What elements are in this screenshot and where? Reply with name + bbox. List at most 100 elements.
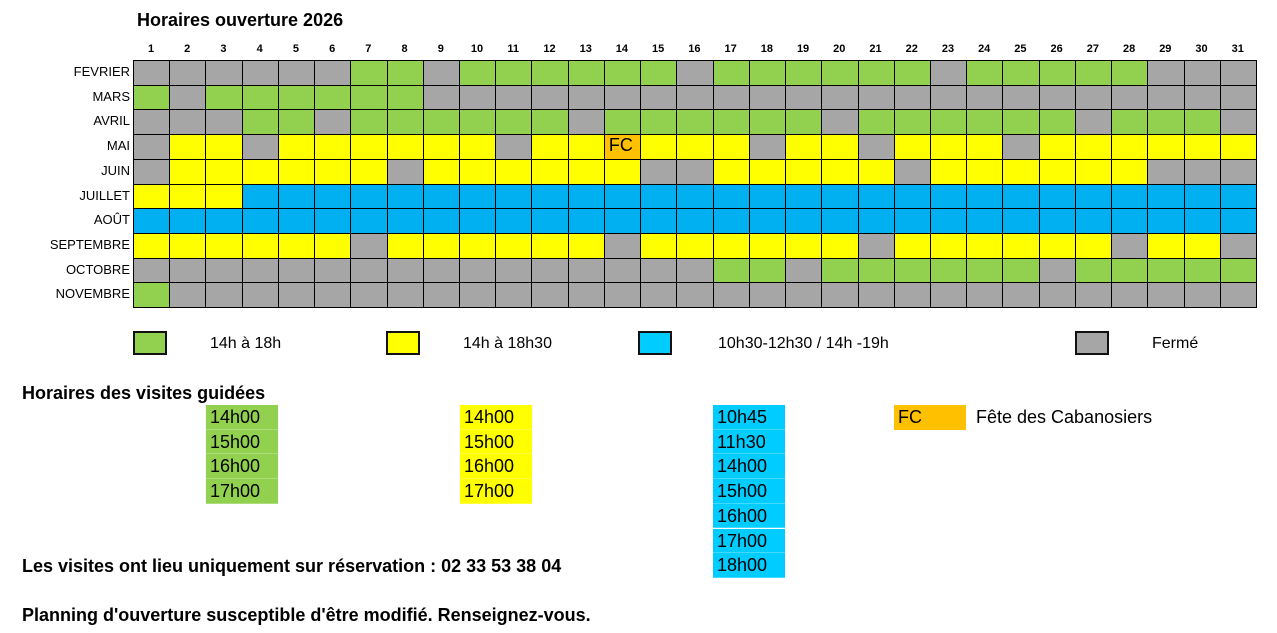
day-cell	[748, 134, 787, 161]
day-cell	[205, 257, 244, 284]
day-cell	[1038, 134, 1077, 161]
day-cell	[1038, 232, 1077, 260]
day-cell	[314, 84, 352, 111]
day-cell	[495, 134, 533, 161]
fc-legend-swatch: FC	[894, 405, 966, 430]
day-cell	[1219, 158, 1258, 185]
day-cell	[495, 60, 533, 87]
day-cell	[966, 282, 1004, 309]
day-cell	[567, 158, 606, 185]
day-cell	[495, 282, 533, 309]
day-cell	[712, 232, 751, 260]
day-cell	[1219, 208, 1258, 235]
day-cell	[133, 183, 171, 210]
day-cell	[386, 158, 425, 185]
day-cell	[422, 257, 461, 284]
day-cell	[785, 60, 823, 87]
month-label: OCTOBRE	[65, 261, 130, 277]
day-cell	[1183, 183, 1222, 210]
visit-time-yellow: 15h00	[460, 429, 532, 455]
day-cell	[603, 257, 642, 284]
day-cell	[277, 109, 316, 136]
planning-notice: Planning d'ouverture susceptible d'être …	[22, 605, 591, 625]
day-cell	[1002, 134, 1041, 161]
day-cell	[1111, 158, 1149, 185]
day-cell	[169, 257, 207, 284]
day-cell	[314, 232, 352, 260]
visit-time-blue: 17h00	[713, 528, 785, 554]
day-cell	[459, 257, 497, 284]
day-number: 8	[401, 43, 408, 55]
day-cell	[640, 282, 678, 309]
day-cell	[712, 134, 751, 161]
legend-swatch-green	[133, 331, 167, 355]
day-cell	[857, 282, 896, 309]
day-cell	[966, 134, 1004, 161]
day-cell	[1147, 208, 1186, 235]
day-cell	[567, 134, 606, 161]
day-number: 10	[470, 43, 484, 55]
day-cell	[1147, 60, 1186, 87]
visit-time-green: 16h00	[206, 454, 278, 479]
day-cell	[314, 257, 352, 284]
day-cell	[857, 109, 896, 136]
day-cell	[1074, 60, 1113, 87]
day-cell	[350, 208, 389, 235]
day-cell	[857, 208, 896, 235]
day-cell	[422, 84, 461, 111]
day-cell	[676, 158, 715, 185]
day-cell	[712, 109, 751, 136]
day-cell	[277, 183, 316, 210]
month-label: AVRIL	[93, 113, 130, 129]
day-cell	[422, 282, 461, 309]
day-cell	[929, 282, 968, 309]
day-cell	[133, 232, 171, 260]
day-cell	[422, 208, 461, 235]
day-cell	[857, 60, 896, 87]
day-cell	[314, 208, 352, 235]
day-cell	[1111, 109, 1149, 136]
day-cell	[603, 282, 642, 309]
day-number: 29	[1159, 43, 1172, 55]
day-cell	[1111, 208, 1149, 235]
day-cell	[893, 257, 932, 284]
visit-time-green: 14h00	[206, 405, 278, 430]
day-cell	[1111, 257, 1149, 284]
day-cell	[169, 60, 207, 87]
day-cell	[1111, 282, 1149, 309]
day-cell	[1183, 282, 1222, 309]
day-cell	[169, 84, 207, 111]
day-cell	[1038, 282, 1077, 309]
day-cell	[386, 183, 425, 210]
day-cell	[893, 60, 932, 87]
day-cell	[205, 232, 244, 260]
day-cell	[1074, 282, 1113, 309]
day-cell	[748, 208, 787, 235]
day-cell	[966, 183, 1004, 210]
day-cell	[567, 183, 606, 210]
day-cell	[1183, 158, 1222, 185]
day-cell	[929, 84, 968, 111]
day-number: 14	[615, 43, 629, 55]
day-cell	[893, 282, 932, 309]
day-number: 7	[365, 43, 372, 55]
month-label: MARS	[92, 88, 130, 104]
day-cell	[169, 232, 207, 260]
day-cell	[133, 134, 171, 161]
day-cell	[495, 84, 533, 111]
visit-time-blue: 18h00	[713, 553, 785, 578]
day-cell	[241, 158, 280, 185]
day-cell	[929, 158, 968, 185]
day-cell	[241, 60, 280, 87]
day-cell	[422, 183, 461, 210]
visit-time-blue: 16h00	[713, 503, 785, 529]
day-cell	[1147, 183, 1186, 210]
day-cell	[1038, 208, 1077, 235]
day-cell	[785, 158, 823, 185]
day-cell	[277, 232, 316, 260]
day-cell	[314, 134, 352, 161]
day-cell	[712, 60, 751, 87]
legend-label-blue: 10h30-12h30 / 14h -19h	[718, 335, 889, 352]
day-cell	[857, 134, 896, 161]
day-cell	[169, 134, 207, 161]
